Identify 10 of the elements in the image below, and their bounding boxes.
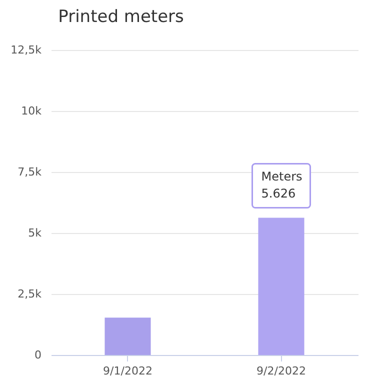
annotation: Meters 5.626	[261, 170, 302, 201]
y-tick-label: 5k	[28, 226, 42, 240]
x-tick-label: 9/2/2022	[256, 364, 306, 378]
y-tick-label: 12,5k	[10, 44, 42, 56]
x-tick-label: 9/1/2022	[103, 364, 152, 378]
y-tick-label: 10k	[21, 104, 42, 118]
y-tick-label: 2,5k	[18, 288, 42, 300]
y-tick-label: 0	[34, 348, 42, 362]
chart-title: Printed meters	[58, 7, 184, 27]
y-tick-label: 7,5k	[18, 166, 42, 178]
